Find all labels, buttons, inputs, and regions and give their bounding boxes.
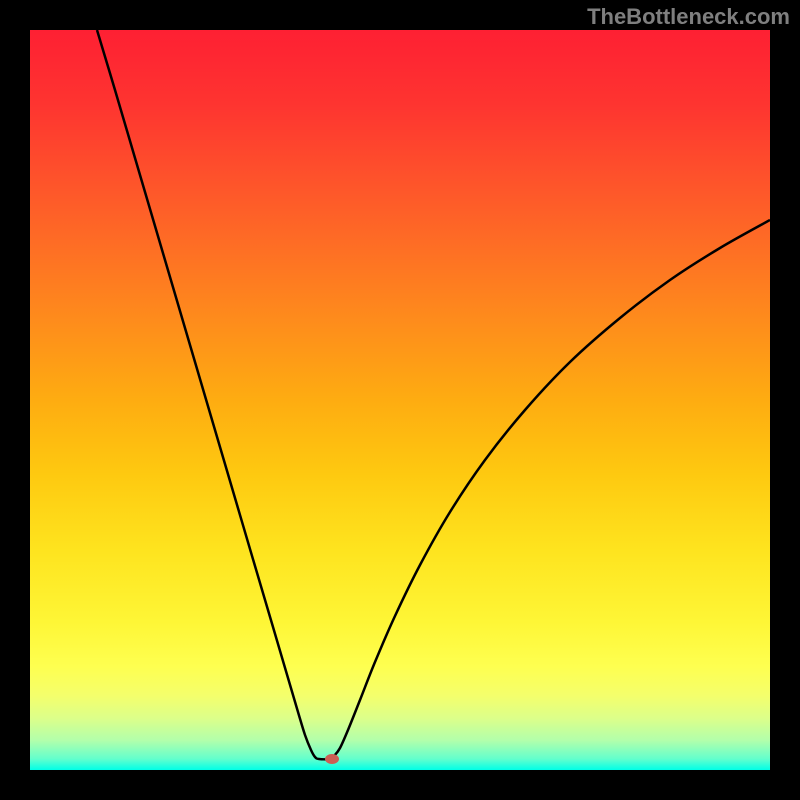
- chart-container: TheBottleneck.com: [0, 0, 800, 800]
- watermark-text: TheBottleneck.com: [587, 4, 790, 30]
- bottleneck-curve: [30, 30, 770, 770]
- plot-area: [30, 30, 770, 770]
- optimal-point-marker: [325, 754, 339, 764]
